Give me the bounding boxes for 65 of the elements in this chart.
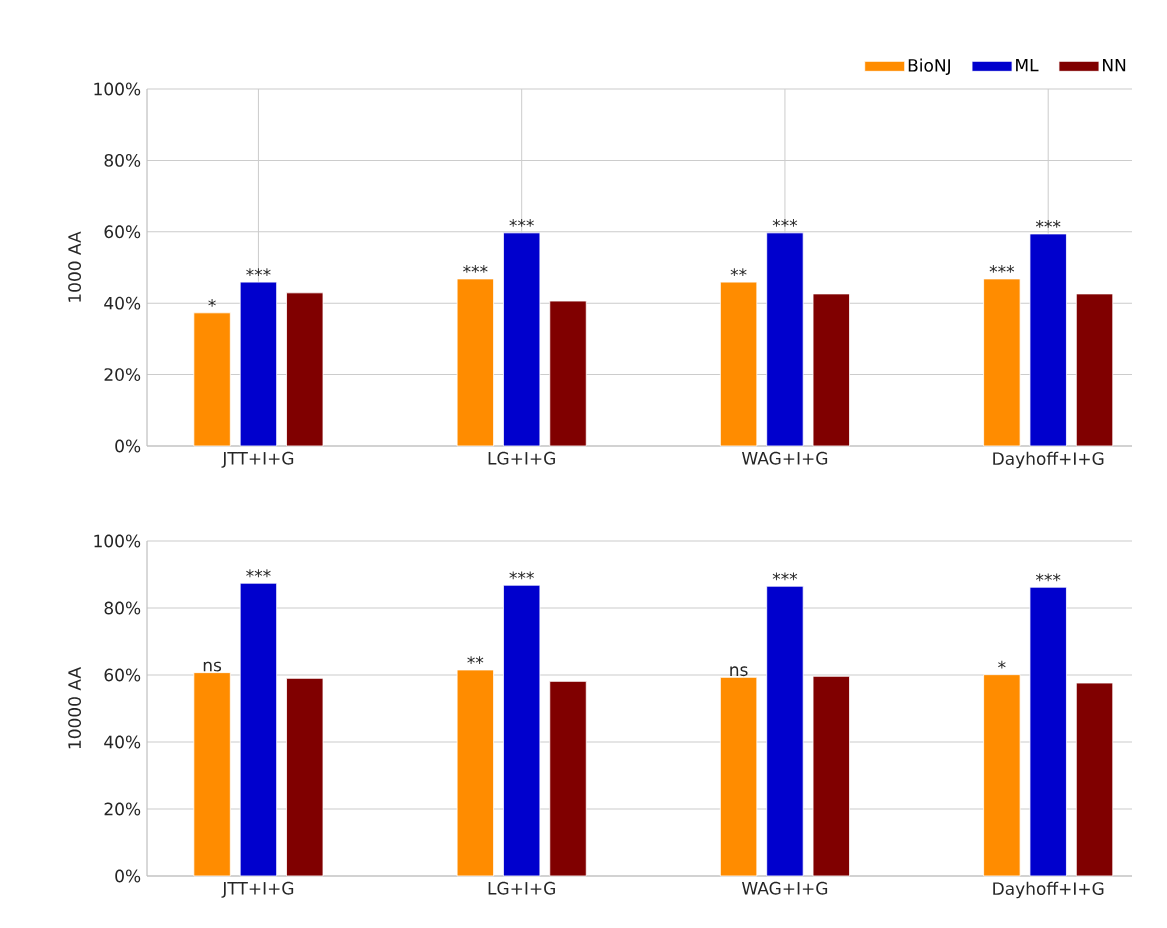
bar (719, 676, 758, 877)
x-tick-label: WAG+I+G (741, 451, 828, 465)
annotation: *** (509, 219, 534, 227)
y-axis-title: 1000 AA (68, 231, 81, 302)
annotation: * (208, 299, 216, 307)
y-tick-label: 40% (104, 296, 141, 310)
annotation: *** (1035, 220, 1061, 228)
bar (193, 672, 231, 877)
y-tick-label: 80% (104, 601, 141, 615)
annotation: *** (463, 265, 488, 273)
x-tick-label: WAG+I+G (741, 881, 828, 895)
annotation: ** (730, 268, 747, 277)
bar (503, 232, 541, 447)
legend-label: BioNJ (908, 58, 950, 75)
bar (549, 680, 587, 877)
annotation: * (998, 660, 1006, 669)
x-tick-label: LG+I+G (488, 881, 555, 895)
annotation: ** (467, 656, 484, 664)
y-tick-label: 60% (104, 668, 141, 682)
y-tick-label: 0% (115, 869, 141, 883)
annotation: *** (246, 268, 271, 277)
bar (456, 669, 494, 877)
annotation: ns (203, 661, 222, 672)
y-tick-label: 80% (104, 153, 141, 167)
y-tick-label: 100% (94, 534, 141, 548)
bar (766, 232, 804, 447)
legend-label: ML (1016, 58, 1039, 72)
legend-label: NN (1103, 58, 1126, 72)
annotation: *** (246, 569, 271, 578)
annotation: *** (772, 572, 798, 581)
bar (193, 312, 231, 447)
bar (1029, 586, 1067, 877)
bar (719, 281, 758, 447)
y-tick-label: 40% (104, 735, 141, 749)
bar (983, 674, 1021, 877)
bar (1075, 682, 1114, 877)
y-tick-label: 60% (104, 225, 141, 239)
annotation: *** (1035, 573, 1061, 582)
y-tick-label: 0% (115, 439, 141, 453)
x-tick-label: Dayhoff+I+G (993, 451, 1104, 469)
x-tick-label: JTT+I+G (221, 881, 294, 898)
bar (239, 582, 278, 877)
y-tick-label: 20% (104, 368, 141, 382)
x-tick-label: LG+I+G (488, 451, 555, 465)
x-tick-label: JTT+I+G (221, 451, 294, 468)
annotation: *** (509, 571, 534, 580)
annotation: *** (989, 265, 1015, 273)
bar (1075, 293, 1114, 447)
bar (286, 292, 324, 447)
y-axis-title: 10000 AA (68, 667, 81, 749)
y-tick-label: 100% (94, 82, 141, 96)
bar (549, 300, 587, 447)
bar (239, 281, 278, 447)
x-tick-label: Dayhoff+I+G (993, 881, 1104, 899)
bar (812, 293, 850, 447)
bar (286, 677, 324, 877)
y-tick-label: 20% (104, 802, 141, 816)
bar (503, 584, 541, 877)
annotation: *** (772, 219, 798, 227)
bar (1029, 233, 1067, 447)
bar (983, 278, 1021, 447)
bar (456, 278, 494, 447)
bar (812, 675, 850, 877)
bar (766, 585, 804, 877)
annotation: ns (730, 666, 748, 677)
